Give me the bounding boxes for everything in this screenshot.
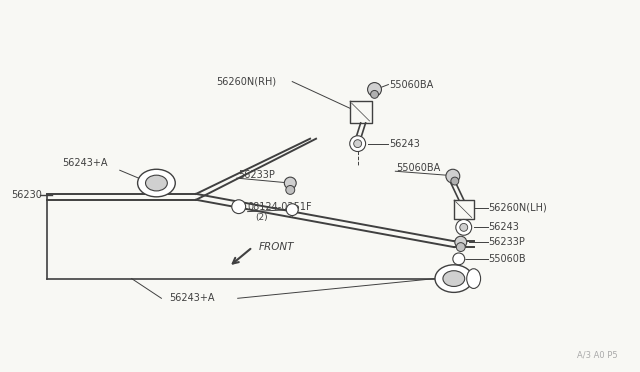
Circle shape <box>286 204 298 215</box>
Text: 56243+A: 56243+A <box>170 293 215 303</box>
Text: 56233P: 56233P <box>488 237 525 247</box>
Circle shape <box>284 177 296 189</box>
Circle shape <box>451 177 459 185</box>
Text: 56260N(RH): 56260N(RH) <box>216 77 276 87</box>
Circle shape <box>232 200 246 214</box>
Text: (2): (2) <box>255 213 268 222</box>
Circle shape <box>460 224 468 231</box>
Circle shape <box>349 136 365 151</box>
Circle shape <box>453 253 465 265</box>
Text: A/3 A0 P5: A/3 A0 P5 <box>577 350 618 359</box>
Text: 55060BA: 55060BA <box>396 163 440 173</box>
Circle shape <box>354 140 362 148</box>
Text: 56243: 56243 <box>488 222 520 232</box>
Text: FRONT: FRONT <box>259 242 294 252</box>
Ellipse shape <box>138 169 175 197</box>
Text: 56233P: 56233P <box>237 170 275 180</box>
Circle shape <box>446 169 460 183</box>
Text: 56243: 56243 <box>389 139 420 149</box>
Ellipse shape <box>435 265 473 292</box>
Circle shape <box>456 243 465 251</box>
Ellipse shape <box>145 175 167 191</box>
Text: 08124-0251F: 08124-0251F <box>248 202 312 212</box>
Ellipse shape <box>467 269 481 288</box>
Circle shape <box>455 236 467 248</box>
Text: 56260N(LH): 56260N(LH) <box>488 203 547 213</box>
Circle shape <box>367 83 381 96</box>
Text: 56243+A: 56243+A <box>62 158 108 169</box>
Circle shape <box>456 219 472 235</box>
Text: 55060BA: 55060BA <box>389 80 434 90</box>
Circle shape <box>286 186 295 195</box>
Text: 56230: 56230 <box>11 190 42 200</box>
Circle shape <box>371 90 378 98</box>
Ellipse shape <box>443 271 465 286</box>
Text: B: B <box>236 202 241 211</box>
Text: 55060B: 55060B <box>488 254 526 264</box>
